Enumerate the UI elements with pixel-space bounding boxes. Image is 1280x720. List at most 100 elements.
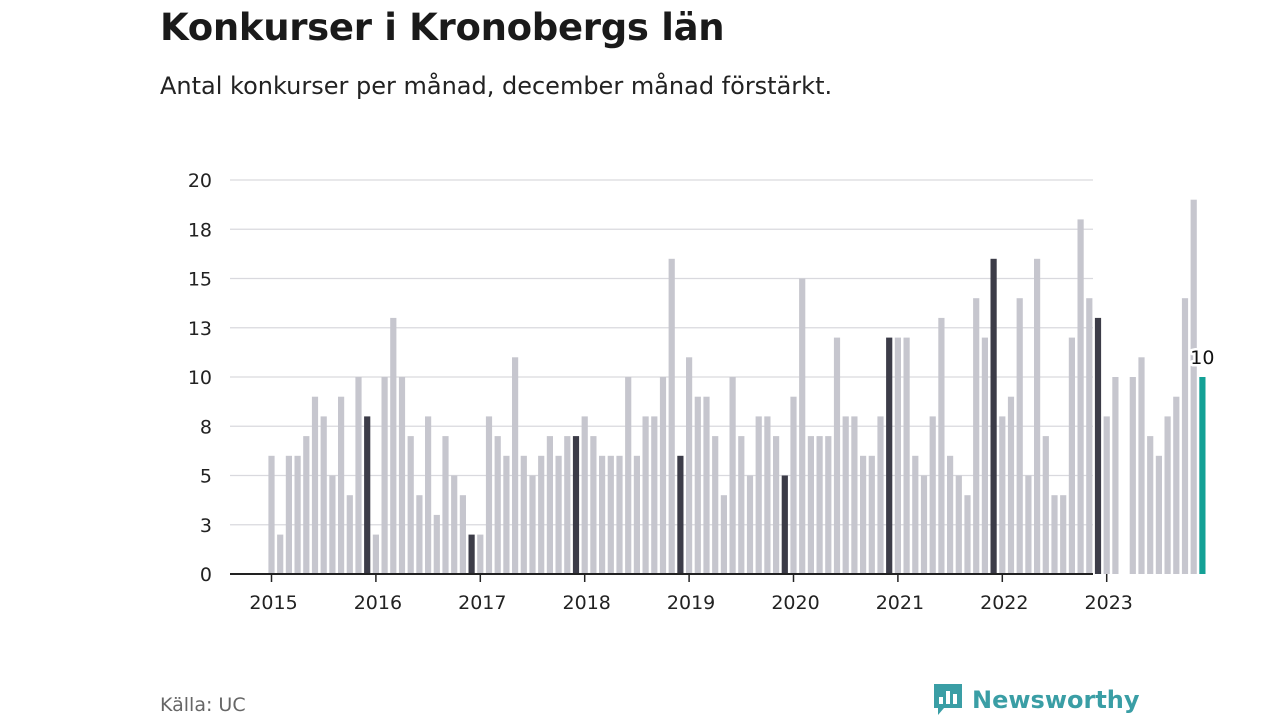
bar bbox=[459, 495, 466, 574]
bar-latest bbox=[1199, 377, 1206, 574]
bar bbox=[799, 278, 806, 574]
bar bbox=[912, 455, 919, 574]
bar bbox=[294, 455, 301, 574]
bar bbox=[642, 416, 649, 574]
bar bbox=[999, 416, 1006, 574]
end-value-label-halo: 10 bbox=[1190, 347, 1214, 369]
tick-labels: 0 3 5 8 10 13 15 18 20 2015 2016 2017 2018 2019 2020 20… bbox=[188, 170, 1217, 614]
bar-december bbox=[468, 534, 475, 574]
y-tick-label: 0 bbox=[200, 564, 212, 586]
bar bbox=[1181, 298, 1189, 574]
bar bbox=[1138, 357, 1145, 574]
bar bbox=[955, 475, 962, 574]
x-tick-label: 2020 bbox=[771, 592, 819, 614]
y-tick-label: 5 bbox=[200, 466, 212, 488]
bar bbox=[1034, 258, 1041, 574]
bar bbox=[268, 455, 275, 574]
bar bbox=[451, 475, 458, 574]
bar bbox=[790, 396, 797, 574]
bar bbox=[285, 455, 292, 574]
bar bbox=[555, 455, 562, 574]
end-value-label: 10 bbox=[1190, 347, 1214, 369]
bar bbox=[398, 377, 406, 574]
bar bbox=[1147, 436, 1154, 574]
bar-december bbox=[886, 337, 893, 574]
bar bbox=[903, 337, 910, 574]
bar bbox=[546, 436, 553, 574]
bar bbox=[938, 317, 945, 574]
y-tick-label: 10 bbox=[188, 367, 212, 389]
bar bbox=[529, 475, 536, 574]
bar bbox=[746, 475, 754, 574]
y-tick-label: 3 bbox=[200, 515, 212, 537]
bar bbox=[825, 436, 832, 574]
bar bbox=[433, 514, 440, 574]
bar bbox=[538, 455, 545, 574]
bar bbox=[485, 416, 493, 574]
bar bbox=[1068, 337, 1075, 574]
bar bbox=[599, 455, 606, 574]
bar-december bbox=[677, 455, 684, 574]
chart-subtitle: Antal konkurser per månad, december måna… bbox=[160, 72, 833, 100]
bar bbox=[1025, 475, 1032, 574]
bar bbox=[590, 436, 597, 574]
x-tick-label: 2015 bbox=[249, 592, 297, 614]
bar bbox=[1112, 377, 1119, 574]
y-tick-label: 18 bbox=[188, 219, 212, 241]
bar bbox=[1173, 396, 1180, 574]
bar bbox=[860, 455, 867, 574]
bar bbox=[355, 377, 362, 574]
bar-december bbox=[990, 258, 997, 574]
bar bbox=[1103, 416, 1110, 574]
bar-december bbox=[364, 416, 371, 574]
bar bbox=[894, 337, 901, 574]
bar bbox=[712, 436, 719, 574]
bar bbox=[1051, 495, 1058, 574]
bar bbox=[520, 455, 527, 574]
bar bbox=[720, 495, 727, 574]
bar bbox=[981, 337, 988, 574]
x-tick-label: 2017 bbox=[458, 592, 506, 614]
bar bbox=[277, 534, 284, 574]
bar bbox=[390, 317, 397, 574]
bar bbox=[738, 436, 745, 574]
x-tick-label: 2018 bbox=[563, 592, 611, 614]
bar bbox=[581, 416, 588, 574]
bar bbox=[686, 357, 693, 574]
bar bbox=[1042, 436, 1049, 574]
bar bbox=[973, 298, 980, 574]
bar bbox=[694, 396, 701, 574]
newsworthy-logo: Newsworthy bbox=[932, 682, 1140, 718]
bar bbox=[851, 416, 858, 574]
axes bbox=[230, 573, 1108, 582]
bar bbox=[494, 436, 501, 574]
bar bbox=[320, 416, 327, 574]
x-tick-label: 2021 bbox=[876, 592, 924, 614]
bar bbox=[512, 357, 519, 574]
bar bbox=[833, 337, 841, 574]
x-tick-label: 2022 bbox=[980, 592, 1028, 614]
bar bbox=[338, 396, 345, 574]
bar bbox=[1155, 455, 1162, 574]
chart-title: Konkurser i Kronobergs län bbox=[160, 6, 725, 49]
bar bbox=[651, 416, 658, 574]
bars bbox=[268, 199, 1206, 574]
bar bbox=[929, 416, 936, 574]
bar bbox=[442, 436, 449, 574]
newsworthy-logo-icon bbox=[934, 684, 962, 715]
bar bbox=[755, 416, 762, 574]
bar bbox=[668, 258, 675, 574]
bar bbox=[947, 455, 954, 574]
bar bbox=[311, 396, 319, 574]
bar bbox=[564, 436, 571, 574]
bar bbox=[729, 377, 736, 574]
bar bbox=[346, 495, 353, 574]
bar bbox=[1007, 396, 1015, 574]
bar bbox=[625, 377, 632, 574]
bar-december bbox=[781, 475, 788, 574]
bar bbox=[329, 475, 336, 574]
bar bbox=[372, 534, 379, 574]
bar bbox=[633, 455, 640, 574]
bar bbox=[616, 455, 623, 574]
